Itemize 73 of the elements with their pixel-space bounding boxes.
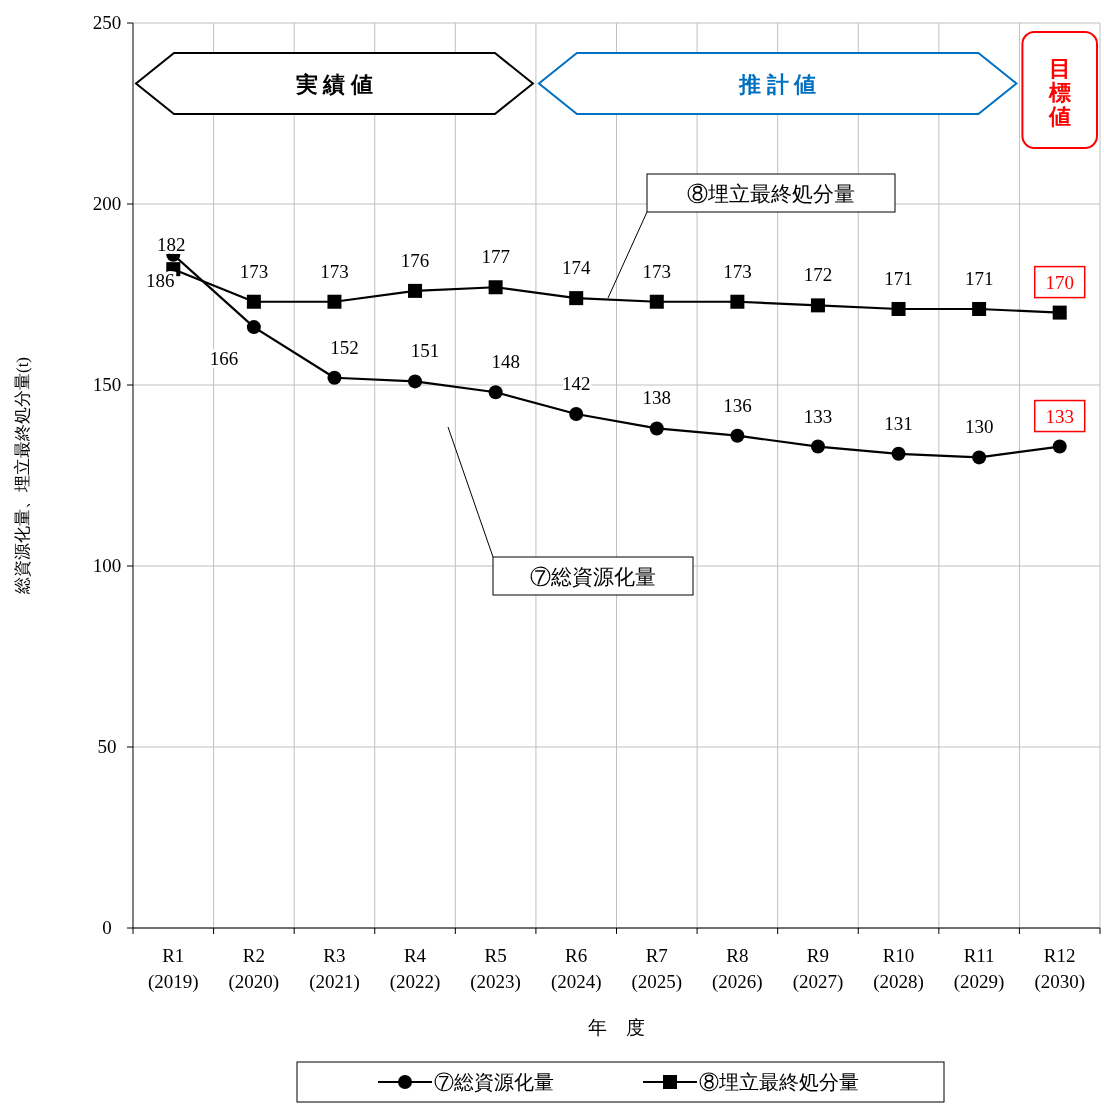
point	[327, 294, 342, 309]
legend-label: ⑧埋立最終処分量	[699, 1071, 859, 1093]
data-label: 131	[884, 412, 913, 434]
data-label: 174	[561, 257, 591, 279]
x-tick-label: R11 (2029)	[953, 945, 1005, 993]
data-label: 182	[157, 234, 186, 256]
point	[408, 283, 423, 298]
data-label: 142	[561, 372, 591, 394]
point	[1052, 439, 1067, 454]
point	[327, 370, 342, 385]
x-tick-label: R7 (2025)	[631, 945, 683, 993]
data-label: 152	[330, 336, 359, 358]
data-label: 148	[491, 351, 520, 373]
data-label: 133	[803, 405, 833, 427]
data-label: 138	[642, 387, 672, 409]
x-tick-label: R8 (2026)	[712, 945, 763, 993]
y-tick-label: 50	[97, 736, 117, 757]
point	[810, 439, 825, 454]
point	[891, 446, 906, 461]
data-label: 186	[146, 269, 175, 291]
point	[810, 298, 825, 313]
data-label: 172	[803, 264, 833, 286]
x-tick-label: R6 (2024)	[550, 945, 602, 993]
data-label: 177	[481, 246, 510, 268]
y-axis-title: 総資源化量、埋立最終処分量(t)	[13, 356, 32, 596]
y-tick-label: 150	[92, 374, 122, 395]
point	[488, 385, 503, 400]
data-label: 173	[239, 260, 269, 282]
point	[569, 291, 584, 306]
text: ⑦総資源化量	[530, 565, 656, 589]
data-label: 171	[884, 267, 913, 289]
text: ⑧埋立最終処分量	[687, 182, 855, 206]
point	[891, 301, 906, 316]
x-tick-label: R10 (2028)	[873, 945, 924, 993]
data-label: 176	[400, 249, 430, 271]
annotation: 推 計 値	[738, 71, 817, 97]
data-label: 151	[410, 340, 440, 362]
legend-label: ⑦総資源化量	[434, 1071, 554, 1093]
y-tick-label: 250	[92, 12, 122, 33]
annotation: 実 績 値	[294, 71, 373, 97]
data-label: 170	[1045, 271, 1074, 293]
data-label: 166	[209, 348, 239, 370]
x-tick-label: R5 (2023)	[470, 945, 521, 993]
point	[972, 301, 987, 316]
point	[569, 406, 584, 421]
data-label: 136	[723, 394, 752, 416]
x-tick-label: R9 (2027)	[792, 945, 844, 993]
point	[649, 294, 664, 309]
y-tick-label: 0	[102, 917, 112, 938]
data-label: 173	[723, 260, 752, 282]
point	[408, 374, 423, 389]
point	[649, 421, 664, 436]
point	[730, 294, 745, 309]
x-tick-label: R12 (2030)	[1034, 945, 1086, 993]
x-tick-label: R4 (2022)	[389, 945, 441, 993]
annotation: 目標値	[1047, 56, 1071, 129]
point	[488, 280, 503, 295]
x-axis-title: 年 度	[588, 1017, 645, 1038]
x-tick-label: R3 (2021)	[309, 945, 360, 993]
x-tick-label: R1 (2019)	[147, 945, 199, 993]
y-tick-label: 200	[92, 193, 122, 214]
data-label: 133	[1045, 405, 1074, 427]
point	[1052, 305, 1067, 320]
point	[246, 294, 261, 309]
data-label: 173	[320, 260, 349, 282]
point	[246, 320, 261, 335]
point	[972, 450, 987, 465]
x-tick-label: R2 (2020)	[228, 945, 280, 993]
point	[730, 428, 745, 443]
data-label: 130	[964, 416, 994, 438]
data-label: 171	[964, 267, 994, 289]
data-label: 173	[642, 260, 672, 282]
y-tick-label: 100	[92, 555, 122, 576]
